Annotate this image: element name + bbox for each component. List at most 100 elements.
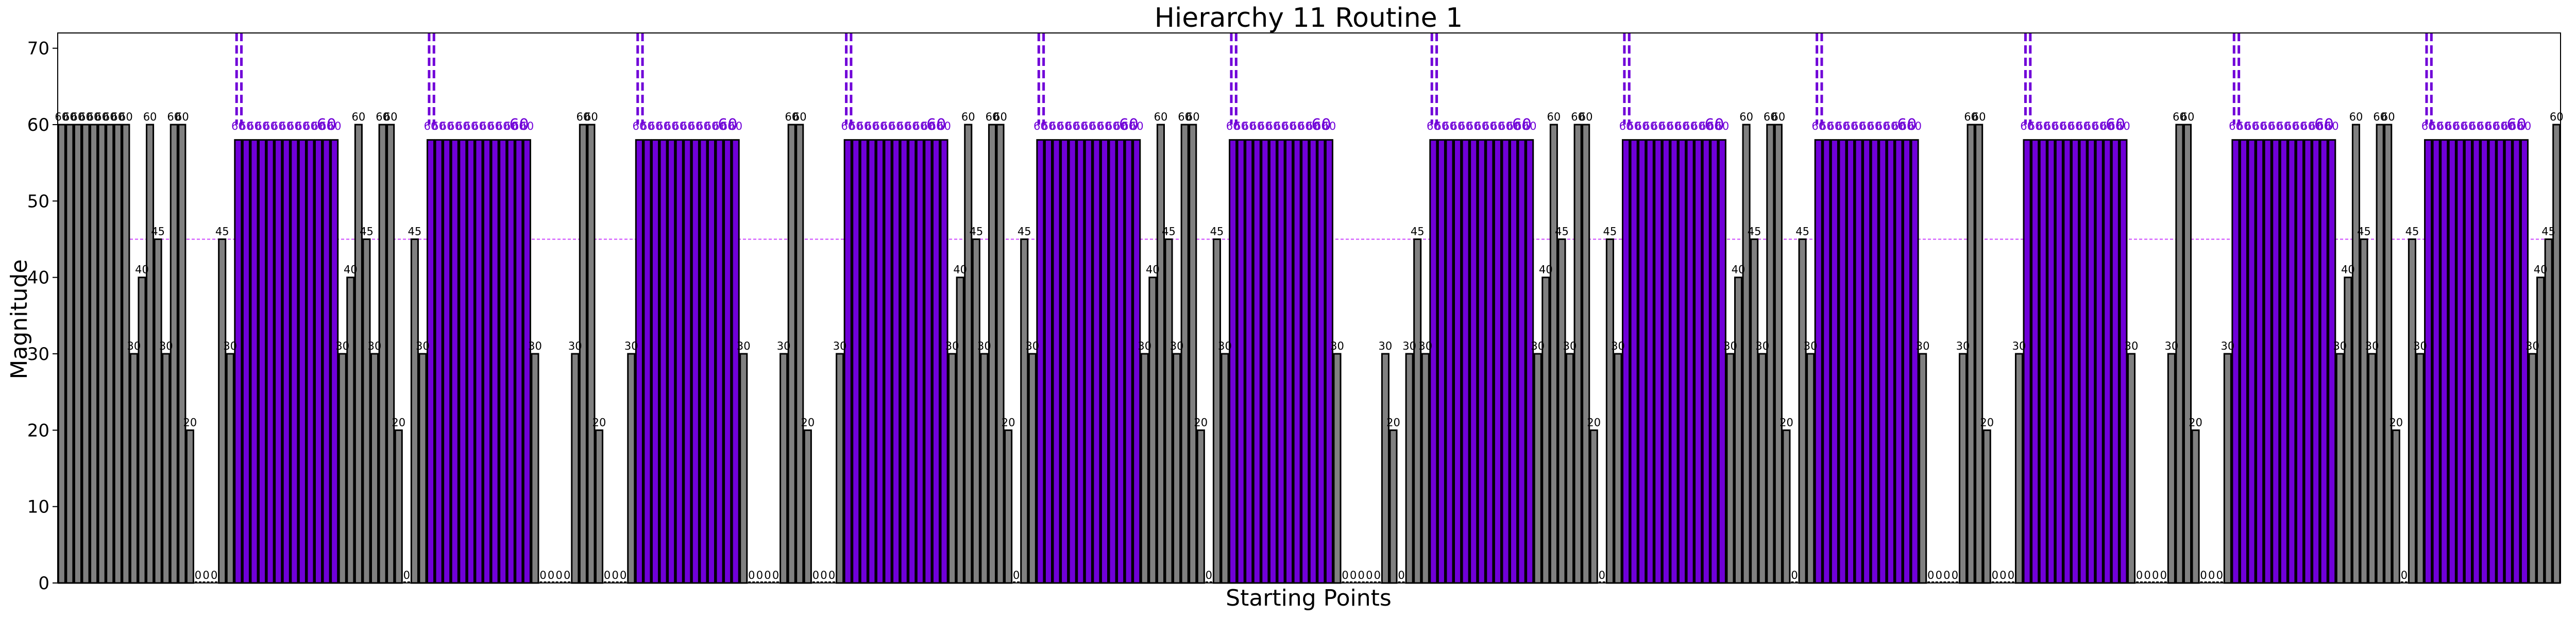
bar xyxy=(1806,353,1815,584)
highlight-bar xyxy=(242,139,250,584)
bar xyxy=(627,353,636,584)
highlight-bar xyxy=(1510,139,1518,584)
highlight-bar-label: 60 xyxy=(1323,120,1336,132)
bar-value-label: 45 xyxy=(360,226,374,238)
bar-value-label: 60 xyxy=(2173,111,2187,123)
highlight-bar-label: 60 xyxy=(303,120,317,132)
bar xyxy=(1020,238,1029,584)
highlight-bar xyxy=(314,139,323,584)
bar-value-label: 30 xyxy=(1611,340,1625,352)
highlight-bar xyxy=(2263,139,2272,584)
bar-value-label: 30 xyxy=(416,340,430,352)
bar xyxy=(1189,124,1197,584)
bar-value-label: 45 xyxy=(1555,226,1569,238)
highlight-bar-label: 60 xyxy=(2325,120,2339,132)
bar xyxy=(1028,353,1037,584)
highlight-bar-label: 60 xyxy=(424,120,438,132)
highlight-bar xyxy=(635,139,643,584)
highlight-bar-label: 60 xyxy=(1619,120,1633,132)
highlight-bar xyxy=(1662,139,1670,584)
bar-value-label: 60 xyxy=(352,111,366,123)
bar-value-label: 0 xyxy=(2401,569,2408,581)
highlight-bar-label: 60 xyxy=(1707,120,1721,132)
bar-value-label: 30 xyxy=(2164,340,2178,352)
highlight-bar xyxy=(1694,139,1703,584)
highlight-bar-label: 60 xyxy=(929,120,943,132)
bar xyxy=(1766,124,1775,584)
highlight-bar xyxy=(868,139,876,584)
bar-value-label: 45 xyxy=(215,226,229,238)
bar-value-label: 0 xyxy=(555,569,562,581)
highlight-bar xyxy=(1445,139,1454,584)
bar-value-label: 40 xyxy=(953,264,967,276)
highlight-bar xyxy=(1710,139,1719,584)
bar xyxy=(65,124,74,584)
bar xyxy=(1774,124,1783,584)
highlight-bar-label: 60 xyxy=(2052,120,2066,132)
group-value-label: 60 xyxy=(926,116,946,134)
highlight-bar xyxy=(1814,139,1823,584)
highlight-bar-label: 60 xyxy=(1122,120,1136,132)
highlight-bar-label: 60 xyxy=(873,120,887,132)
highlight-bar xyxy=(1517,139,1526,584)
highlight-bar-label: 60 xyxy=(841,120,855,132)
highlight-bar xyxy=(683,139,692,584)
bar-value-label: 30 xyxy=(1916,340,1930,352)
bar xyxy=(146,124,155,584)
group-value-label: 60 xyxy=(1512,116,1532,134)
highlight-bar xyxy=(1894,139,1903,584)
highlight-bar xyxy=(667,139,676,584)
bar-value-label: 30 xyxy=(1402,340,1416,352)
highlight-bar-label: 60 xyxy=(1314,120,1328,132)
highlight-bar xyxy=(450,139,459,584)
highlight-bar-label: 60 xyxy=(1467,120,1481,132)
x-axis-label: Starting Points xyxy=(1226,585,1392,611)
highlight-bar xyxy=(852,139,860,584)
highlight-bar-label: 60 xyxy=(2421,120,2435,132)
highlight-bar-label: 60 xyxy=(1876,120,1890,132)
highlight-bar-label: 60 xyxy=(1250,120,1264,132)
bar-value-label: 0 xyxy=(612,569,618,581)
highlight-bar xyxy=(1718,139,1726,584)
highlight-bar xyxy=(1116,139,1125,584)
highlight-bar-label: 60 xyxy=(1282,120,1296,132)
highlight-bar xyxy=(1686,139,1694,584)
highlight-bar-label: 60 xyxy=(1811,120,1825,132)
highlight-bar-label: 60 xyxy=(1643,120,1657,132)
highlight-bar xyxy=(506,139,515,584)
bar xyxy=(1919,353,1927,584)
bar-value-label: 30 xyxy=(1804,340,1818,352)
bar xyxy=(370,353,379,584)
highlight-bar-label: 60 xyxy=(865,120,879,132)
bar xyxy=(378,124,387,584)
bar-value-label: 0 xyxy=(2008,569,2014,581)
highlight-bar xyxy=(1060,139,1069,584)
bar-value-label: 0 xyxy=(548,569,554,581)
bar-value-label: 0 xyxy=(1398,569,1404,581)
bar-value-label: 20 xyxy=(1780,416,1793,428)
highlight-bar-label: 60 xyxy=(857,120,871,132)
highlight-bar xyxy=(2103,139,2112,584)
highlight-bar-label: 60 xyxy=(1451,120,1465,132)
y-tick-label: 30 xyxy=(27,344,49,365)
highlight-bar-label: 60 xyxy=(2261,120,2275,132)
bar-value-label: 0 xyxy=(1374,569,1381,581)
bar-value-label: 60 xyxy=(2550,111,2564,123)
bar-value-label: 60 xyxy=(986,111,999,123)
bar-value-label: 0 xyxy=(195,569,201,581)
bar xyxy=(1421,353,1430,584)
highlight-bar xyxy=(1646,139,1654,584)
highlight-bar-label: 60 xyxy=(2501,120,2515,132)
bar-value-label: 40 xyxy=(1146,264,1160,276)
highlight-bar-label: 60 xyxy=(2237,120,2251,132)
bar-value-label: 30 xyxy=(945,340,959,352)
highlight-bar-label: 60 xyxy=(1515,120,1529,132)
bar-value-label: 45 xyxy=(1210,226,1224,238)
bar xyxy=(1758,353,1767,584)
highlight-bar-label: 60 xyxy=(2020,120,2034,132)
bar xyxy=(2175,124,2184,584)
bar xyxy=(1614,353,1622,584)
y-tick-label: 0 xyxy=(38,573,49,594)
bar xyxy=(1742,124,1751,584)
bar-value-label: 0 xyxy=(1350,569,1357,581)
